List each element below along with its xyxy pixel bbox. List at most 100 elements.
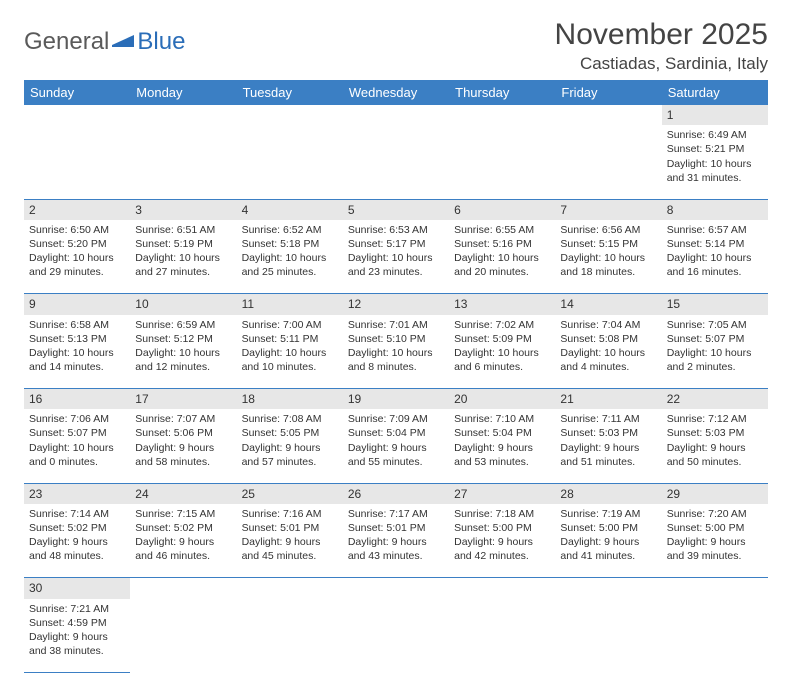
month-title: November 2025: [555, 18, 768, 52]
sunrise-text: Sunrise: 6:49 AM: [667, 128, 763, 142]
day-number-cell: 22: [662, 389, 768, 410]
day-detail-cell: [130, 599, 236, 673]
sunset-text: Sunset: 5:00 PM: [454, 521, 550, 535]
sunset-text: Sunset: 5:07 PM: [667, 332, 763, 346]
day-detail-cell: [449, 125, 555, 199]
day-header: Friday: [555, 80, 661, 105]
logo-flag-icon: [112, 28, 134, 56]
sunrise-text: Sunrise: 7:18 AM: [454, 507, 550, 521]
day-number-cell: 18: [237, 389, 343, 410]
sunset-text: Sunset: 5:19 PM: [135, 237, 231, 251]
sunrise-text: Sunrise: 6:55 AM: [454, 223, 550, 237]
day-detail-cell: [237, 599, 343, 673]
title-block: November 2025 Castiadas, Sardinia, Italy: [555, 18, 768, 74]
day-number-cell: 15: [662, 294, 768, 315]
logo-text-blue: Blue: [137, 28, 185, 56]
day-detail-cell: Sunrise: 6:53 AMSunset: 5:17 PMDaylight:…: [343, 220, 449, 294]
sunrise-text: Sunrise: 7:15 AM: [135, 507, 231, 521]
day-number-cell: 8: [662, 199, 768, 220]
daylight-text: Daylight: 10 hours and 25 minutes.: [242, 251, 338, 279]
day-number-cell: [555, 578, 661, 599]
day-number-cell: 16: [24, 389, 130, 410]
day-header-row: Sunday Monday Tuesday Wednesday Thursday…: [24, 80, 768, 105]
day-header: Wednesday: [343, 80, 449, 105]
day-number-cell: 7: [555, 199, 661, 220]
daylight-text: Daylight: 10 hours and 27 minutes.: [135, 251, 231, 279]
daylight-text: Daylight: 10 hours and 23 minutes.: [348, 251, 444, 279]
calendar-table: Sunday Monday Tuesday Wednesday Thursday…: [24, 80, 768, 673]
day-detail-cell: [449, 599, 555, 673]
day-detail-cell: [662, 599, 768, 673]
daylight-text: Daylight: 9 hours and 43 minutes.: [348, 535, 444, 563]
day-number-cell: [24, 105, 130, 125]
sunset-text: Sunset: 5:00 PM: [560, 521, 656, 535]
day-number-cell: [555, 105, 661, 125]
logo: General Blue: [24, 28, 185, 56]
day-number-cell: [130, 578, 236, 599]
header: General Blue November 2025 Castiadas, Sa…: [24, 18, 768, 74]
day-detail-cell: Sunrise: 7:12 AMSunset: 5:03 PMDaylight:…: [662, 409, 768, 483]
day-number-cell: 25: [237, 483, 343, 504]
day-detail-cell: Sunrise: 6:50 AMSunset: 5:20 PMDaylight:…: [24, 220, 130, 294]
day-number-cell: 19: [343, 389, 449, 410]
day-detail-cell: Sunrise: 6:55 AMSunset: 5:16 PMDaylight:…: [449, 220, 555, 294]
day-header: Monday: [130, 80, 236, 105]
sunset-text: Sunset: 5:16 PM: [454, 237, 550, 251]
sunrise-text: Sunrise: 7:09 AM: [348, 412, 444, 426]
day-number-row: 1: [24, 105, 768, 125]
location: Castiadas, Sardinia, Italy: [555, 54, 768, 74]
day-detail-cell: [555, 599, 661, 673]
sunset-text: Sunset: 5:09 PM: [454, 332, 550, 346]
sunrise-text: Sunrise: 6:51 AM: [135, 223, 231, 237]
day-detail-cell: Sunrise: 7:14 AMSunset: 5:02 PMDaylight:…: [24, 504, 130, 578]
sunrise-text: Sunrise: 6:57 AM: [667, 223, 763, 237]
day-detail-cell: [130, 125, 236, 199]
day-number-cell: 2: [24, 199, 130, 220]
sunrise-text: Sunrise: 6:58 AM: [29, 318, 125, 332]
sunrise-text: Sunrise: 7:20 AM: [667, 507, 763, 521]
day-detail-cell: Sunrise: 6:58 AMSunset: 5:13 PMDaylight:…: [24, 315, 130, 389]
day-number-cell: 3: [130, 199, 236, 220]
day-number-cell: 29: [662, 483, 768, 504]
sunset-text: Sunset: 5:04 PM: [348, 426, 444, 440]
day-header: Sunday: [24, 80, 130, 105]
sunrise-text: Sunrise: 6:50 AM: [29, 223, 125, 237]
day-detail-cell: Sunrise: 6:56 AMSunset: 5:15 PMDaylight:…: [555, 220, 661, 294]
day-number-cell: [130, 105, 236, 125]
day-detail-cell: Sunrise: 7:09 AMSunset: 5:04 PMDaylight:…: [343, 409, 449, 483]
day-detail-cell: Sunrise: 7:07 AMSunset: 5:06 PMDaylight:…: [130, 409, 236, 483]
daylight-text: Daylight: 9 hours and 39 minutes.: [667, 535, 763, 563]
day-detail-cell: Sunrise: 7:20 AMSunset: 5:00 PMDaylight:…: [662, 504, 768, 578]
day-number-cell: 24: [130, 483, 236, 504]
day-number-cell: [662, 578, 768, 599]
daylight-text: Daylight: 9 hours and 57 minutes.: [242, 441, 338, 469]
daylight-text: Daylight: 9 hours and 53 minutes.: [454, 441, 550, 469]
day-detail-cell: Sunrise: 7:05 AMSunset: 5:07 PMDaylight:…: [662, 315, 768, 389]
daylight-text: Daylight: 9 hours and 51 minutes.: [560, 441, 656, 469]
week-row: Sunrise: 7:06 AMSunset: 5:07 PMDaylight:…: [24, 409, 768, 483]
day-detail-cell: Sunrise: 7:17 AMSunset: 5:01 PMDaylight:…: [343, 504, 449, 578]
daylight-text: Daylight: 10 hours and 10 minutes.: [242, 346, 338, 374]
day-number-cell: 5: [343, 199, 449, 220]
sunset-text: Sunset: 5:01 PM: [348, 521, 444, 535]
sunrise-text: Sunrise: 7:04 AM: [560, 318, 656, 332]
daylight-text: Daylight: 9 hours and 58 minutes.: [135, 441, 231, 469]
day-number-row: 9101112131415: [24, 294, 768, 315]
sunset-text: Sunset: 5:18 PM: [242, 237, 338, 251]
daylight-text: Daylight: 10 hours and 18 minutes.: [560, 251, 656, 279]
sunset-text: Sunset: 5:12 PM: [135, 332, 231, 346]
daylight-text: Daylight: 10 hours and 16 minutes.: [667, 251, 763, 279]
day-number-cell: 14: [555, 294, 661, 315]
day-detail-cell: Sunrise: 7:10 AMSunset: 5:04 PMDaylight:…: [449, 409, 555, 483]
day-number-cell: 11: [237, 294, 343, 315]
sunset-text: Sunset: 5:20 PM: [29, 237, 125, 251]
sunset-text: Sunset: 5:13 PM: [29, 332, 125, 346]
day-detail-cell: Sunrise: 6:51 AMSunset: 5:19 PMDaylight:…: [130, 220, 236, 294]
sunset-text: Sunset: 5:11 PM: [242, 332, 338, 346]
day-number-row: 16171819202122: [24, 389, 768, 410]
day-number-cell: 13: [449, 294, 555, 315]
day-number-row: 2345678: [24, 199, 768, 220]
day-header: Thursday: [449, 80, 555, 105]
sunset-text: Sunset: 5:02 PM: [29, 521, 125, 535]
sunset-text: Sunset: 5:04 PM: [454, 426, 550, 440]
